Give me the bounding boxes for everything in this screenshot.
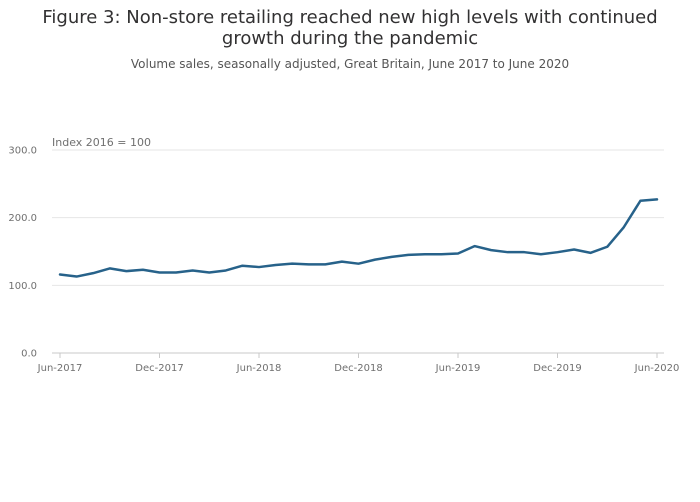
x-tick-label: Jun-2018 bbox=[236, 363, 282, 374]
chart-title-line-2: growth during the pandemic bbox=[221, 28, 479, 49]
gridlines bbox=[52, 149, 664, 354]
y-tick-label: 0.0 bbox=[21, 349, 37, 360]
chart-title-line-1: Figure 3: Non-store retailing reached ne… bbox=[42, 7, 658, 28]
chart-title: Figure 3: Non-store retailing reached ne… bbox=[0, 7, 700, 49]
chart-subtitle: Volume sales, seasonally adjusted, Great… bbox=[130, 57, 570, 71]
x-axis: Jun-2017 Dec-2017 Jun-2018 Dec-2018 Jun-2019… bbox=[37, 353, 680, 374]
y-tick-label: 300.0 bbox=[8, 146, 37, 157]
y-axis-label: Index 2016 = 100 bbox=[52, 136, 151, 149]
y-axis: 300.0 200.0 100.0 0.0 bbox=[8, 146, 37, 360]
x-tick-label: Jun-2020 bbox=[634, 363, 680, 374]
series-line bbox=[58, 198, 659, 278]
x-tick-label: Dec-2017 bbox=[135, 363, 183, 374]
y-tick-label: 100.0 bbox=[8, 281, 37, 292]
x-tick-label: Dec-2018 bbox=[334, 363, 382, 374]
y-tick-label: 200.0 bbox=[8, 213, 37, 224]
x-tick-label: Jun-2019 bbox=[435, 363, 481, 374]
x-tick-label: Dec-2019 bbox=[533, 363, 581, 374]
x-tick-label: Jun-2017 bbox=[37, 363, 83, 374]
